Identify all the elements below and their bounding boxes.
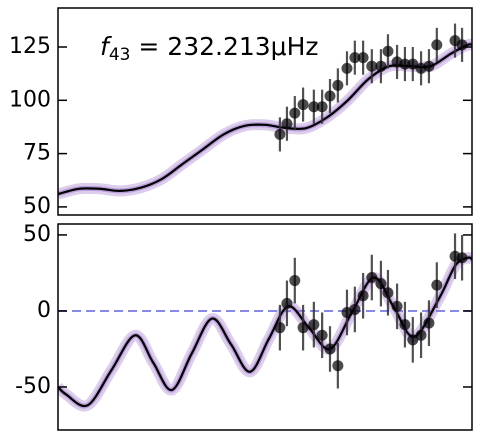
- data-point: [456, 252, 468, 264]
- data-point: [332, 79, 344, 91]
- data-point: [289, 275, 301, 287]
- frame: [57, 7, 473, 216]
- data-point: [297, 322, 309, 334]
- data-point: [349, 52, 361, 64]
- data-point: [423, 60, 435, 72]
- y-tick-label: 100: [9, 87, 51, 112]
- data-point: [349, 303, 361, 315]
- annotation: f43 = 232.213μHz: [100, 32, 319, 65]
- y-tick-label: 0: [37, 298, 51, 323]
- data-point: [382, 45, 394, 57]
- data-point: [431, 279, 443, 291]
- y-tick-label: 125: [9, 34, 51, 59]
- data-point: [407, 58, 419, 70]
- frame: [57, 223, 473, 431]
- y-tick-label: 50: [23, 222, 51, 247]
- data-point: [324, 343, 336, 355]
- data-point: [431, 39, 443, 51]
- data-point: [274, 128, 286, 140]
- data-point: [281, 118, 293, 130]
- data-point: [308, 319, 320, 331]
- data-point: [316, 101, 328, 113]
- annotation-subscript: 43: [109, 45, 131, 65]
- data-point: [423, 317, 435, 329]
- data-point: [382, 287, 394, 299]
- data-point: [366, 60, 378, 72]
- data-point: [289, 107, 301, 119]
- data-point: [357, 52, 369, 64]
- y-tick-label: 50: [23, 194, 51, 219]
- data-point: [281, 297, 293, 309]
- sample-band: [58, 255, 472, 409]
- data-point: [375, 60, 387, 72]
- data-point: [341, 62, 353, 74]
- data-point: [308, 101, 320, 113]
- data-point: [357, 290, 369, 302]
- y-tick-label: 75: [23, 141, 51, 166]
- data-point: [399, 319, 411, 331]
- plot-area: [58, 233, 472, 412]
- y-tick-label: -50: [15, 374, 51, 399]
- data-point: [375, 278, 387, 290]
- data-point: [399, 58, 411, 70]
- data-point: [391, 300, 403, 312]
- data-point: [332, 360, 344, 372]
- data-point: [366, 272, 378, 284]
- data-point: [415, 329, 427, 341]
- plot-area: [58, 23, 472, 200]
- data-point: [316, 329, 328, 341]
- data-point: [407, 334, 419, 346]
- annotation-text: = 232.213μHz: [130, 32, 318, 61]
- data-point: [324, 90, 336, 102]
- data-point: [274, 322, 286, 334]
- data-point: [456, 39, 468, 51]
- data-point: [297, 99, 309, 111]
